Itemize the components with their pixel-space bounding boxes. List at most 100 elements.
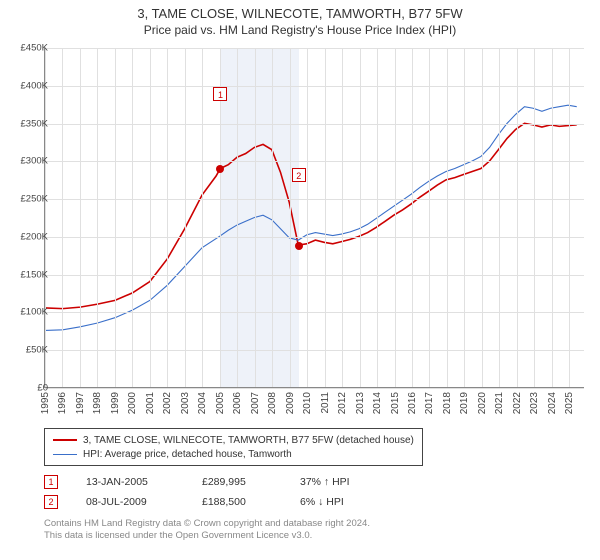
gridline-vertical [429,48,430,387]
x-axis-tick-label: 2002 [162,392,173,414]
y-axis-tick-label: £300K [8,156,52,167]
x-axis-tick-label: 1995 [40,392,51,414]
x-axis-tick-label: 2014 [372,392,383,414]
sale-date: 13-JAN-2005 [86,476,174,488]
sales-table: 1 13-JAN-2005 £289,995 37% ↑ HPI 2 08-JUL-200… [44,472,380,512]
legend-row: HPI: Average price, detached house, Tamw… [53,447,414,461]
gridline-horizontal [45,48,584,49]
gridline-vertical [499,48,500,387]
x-axis-tick-label: 2023 [529,392,540,414]
gridline-vertical [80,48,81,387]
x-axis-tick-label: 1998 [92,392,103,414]
gridline-vertical [377,48,378,387]
x-axis-tick-label: 1996 [57,392,68,414]
legend-swatch [53,454,77,455]
gridline-vertical [150,48,151,387]
y-axis-tick-label: £350K [8,118,52,129]
x-axis-tick-label: 2019 [459,392,470,414]
gridline-horizontal [45,388,584,389]
gridline-vertical [272,48,273,387]
footer-attribution: Contains HM Land Registry data © Crown c… [44,518,370,543]
sale-price: £188,500 [202,496,272,508]
gridline-horizontal [45,161,584,162]
sale-marker: 1 [213,87,227,101]
gridline-vertical [237,48,238,387]
gridline-vertical [185,48,186,387]
chart-title: 3, TAME CLOSE, WILNECOTE, TAMWORTH, B77 … [0,6,600,21]
gridline-horizontal [45,312,584,313]
x-axis-tick-label: 2003 [180,392,191,414]
x-axis-tick-label: 2008 [267,392,278,414]
gridline-vertical [464,48,465,387]
footer-line: This data is licensed under the Open Gov… [44,530,370,542]
x-axis-tick-label: 2022 [512,392,523,414]
gridline-vertical [517,48,518,387]
x-axis-tick-label: 1999 [110,392,121,414]
gridline-horizontal [45,86,584,87]
y-axis-tick-label: £450K [8,43,52,54]
gridline-vertical [290,48,291,387]
gridline-vertical [132,48,133,387]
sale-marker: 2 [292,168,306,182]
series-line-property [45,123,576,308]
x-axis-tick-label: 2001 [145,392,156,414]
gridline-vertical [325,48,326,387]
gridline-vertical [569,48,570,387]
y-axis-tick-label: £250K [8,194,52,205]
gridline-vertical [115,48,116,387]
gridline-vertical [62,48,63,387]
x-axis-tick-label: 2009 [285,392,296,414]
legend-row: 3, TAME CLOSE, WILNECOTE, TAMWORTH, B77 … [53,433,414,447]
x-axis-tick-label: 2013 [355,392,366,414]
sale-record-row: 208-JUL-2009£188,5006% ↓ HPI [44,492,380,512]
gridline-horizontal [45,124,584,125]
gridline-vertical [482,48,483,387]
gridline-vertical [552,48,553,387]
series-svg [45,48,584,387]
gridline-horizontal [45,275,584,276]
x-axis-tick-label: 2004 [197,392,208,414]
footer-line: Contains HM Land Registry data © Crown c… [44,518,370,530]
legend-label: HPI: Average price, detached house, Tamw… [83,449,292,460]
y-axis-tick-label: £150K [8,269,52,280]
title-block: 3, TAME CLOSE, WILNECOTE, TAMWORTH, B77 … [0,0,600,37]
gridline-vertical [360,48,361,387]
sale-dot [295,242,303,250]
x-axis-tick-label: 2017 [424,392,435,414]
gridline-vertical [342,48,343,387]
y-axis-tick-label: £50K [8,345,52,356]
gridline-vertical [45,48,46,387]
y-axis-tick-label: £200K [8,231,52,242]
sale-marker-icon: 2 [44,495,58,509]
gridline-horizontal [45,350,584,351]
x-axis-tick-label: 2018 [442,392,453,414]
legend-swatch [53,439,77,441]
x-axis-tick-label: 2016 [407,392,418,414]
gridline-vertical [447,48,448,387]
gridline-vertical [307,48,308,387]
x-axis-tick-label: 2006 [232,392,243,414]
x-axis-tick-label: 2024 [547,392,558,414]
y-axis-tick-label: £400K [8,80,52,91]
sale-marker-icon: 1 [44,475,58,489]
gridline-vertical [167,48,168,387]
x-axis-tick-label: 2007 [250,392,261,414]
plot-area: 12 [44,48,584,388]
gridline-horizontal [45,199,584,200]
sale-price: £289,995 [202,476,272,488]
sale-date: 08-JUL-2009 [86,496,174,508]
x-axis-tick-label: 1997 [75,392,86,414]
x-axis-tick-label: 2010 [302,392,313,414]
sale-vs-hpi: 37% ↑ HPI [300,476,380,488]
x-axis-tick-label: 2020 [477,392,488,414]
x-axis-tick-label: 2005 [215,392,226,414]
gridline-vertical [255,48,256,387]
gridline-vertical [97,48,98,387]
y-axis-tick-label: £100K [8,307,52,318]
x-axis-tick-label: 2015 [390,392,401,414]
gridline-vertical [412,48,413,387]
gridline-vertical [202,48,203,387]
chart-container: 3, TAME CLOSE, WILNECOTE, TAMWORTH, B77 … [0,0,600,560]
gridline-vertical [534,48,535,387]
legend-label: 3, TAME CLOSE, WILNECOTE, TAMWORTH, B77 … [83,435,414,446]
